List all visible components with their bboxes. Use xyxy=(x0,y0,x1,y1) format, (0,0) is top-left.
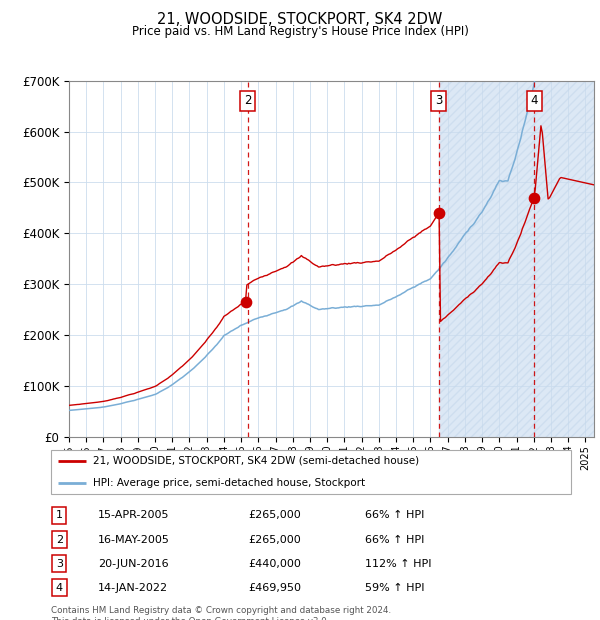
Text: 66% ↑ HPI: 66% ↑ HPI xyxy=(365,534,424,544)
Text: £440,000: £440,000 xyxy=(248,559,302,569)
Text: £469,950: £469,950 xyxy=(248,583,302,593)
Text: Price paid vs. HM Land Registry's House Price Index (HPI): Price paid vs. HM Land Registry's House … xyxy=(131,25,469,38)
Text: 2: 2 xyxy=(244,94,251,107)
Text: 20-JUN-2016: 20-JUN-2016 xyxy=(98,559,169,569)
Text: 59% ↑ HPI: 59% ↑ HPI xyxy=(365,583,424,593)
Text: Contains HM Land Registry data © Crown copyright and database right 2024.
This d: Contains HM Land Registry data © Crown c… xyxy=(51,606,391,620)
Text: 21, WOODSIDE, STOCKPORT, SK4 2DW: 21, WOODSIDE, STOCKPORT, SK4 2DW xyxy=(157,12,443,27)
Text: 15-APR-2005: 15-APR-2005 xyxy=(98,510,170,521)
Text: 3: 3 xyxy=(56,559,63,569)
Text: 21, WOODSIDE, STOCKPORT, SK4 2DW (semi-detached house): 21, WOODSIDE, STOCKPORT, SK4 2DW (semi-d… xyxy=(93,456,419,466)
Text: 1: 1 xyxy=(56,510,63,521)
Text: £265,000: £265,000 xyxy=(248,510,301,521)
FancyBboxPatch shape xyxy=(50,450,571,494)
Text: £265,000: £265,000 xyxy=(248,534,301,544)
Point xyxy=(434,208,443,218)
Text: HPI: Average price, semi-detached house, Stockport: HPI: Average price, semi-detached house,… xyxy=(93,478,365,488)
Text: 16-MAY-2005: 16-MAY-2005 xyxy=(98,534,170,544)
Text: 4: 4 xyxy=(530,94,538,107)
Bar xyxy=(439,81,594,437)
Bar xyxy=(439,81,594,437)
Text: 4: 4 xyxy=(56,583,63,593)
Text: 66% ↑ HPI: 66% ↑ HPI xyxy=(365,510,424,521)
Text: 3: 3 xyxy=(435,94,442,107)
Point xyxy=(530,193,539,203)
Text: 14-JAN-2022: 14-JAN-2022 xyxy=(98,583,168,593)
Text: 2: 2 xyxy=(56,534,63,544)
Text: 112% ↑ HPI: 112% ↑ HPI xyxy=(365,559,431,569)
Point xyxy=(241,297,251,307)
